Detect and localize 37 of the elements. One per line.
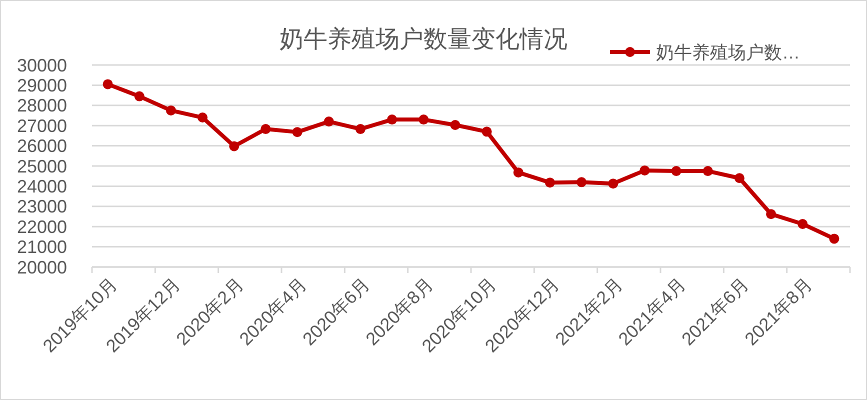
point: [292, 127, 302, 138]
y-tick-label: 29000: [16, 76, 67, 96]
point: [450, 120, 460, 130]
y-tick-label: 28000: [16, 96, 67, 116]
y-tick-label: 22000: [16, 216, 67, 237]
y-tick-label: 27000: [16, 116, 67, 136]
point: [544, 178, 555, 188]
point: [513, 167, 524, 178]
y-tick-label: 23000: [16, 196, 67, 217]
point: [798, 218, 808, 229]
y-tick-label: 30000: [16, 55, 67, 76]
point: [734, 173, 744, 184]
point: [671, 166, 682, 176]
y-tick-label: 24000: [16, 176, 67, 196]
legend-label: 奶牛养殖场户数…: [656, 42, 800, 62]
point: [229, 141, 240, 152]
point: [766, 209, 776, 220]
point: [355, 124, 366, 134]
point: [134, 91, 144, 102]
point: [198, 112, 208, 123]
y-tick-label: 21000: [16, 237, 67, 258]
point: [418, 114, 429, 125]
point: [608, 178, 618, 189]
point: [324, 116, 334, 127]
point: [702, 166, 713, 176]
point: [260, 124, 271, 134]
y-tick-label: 25000: [16, 156, 67, 176]
point: [387, 114, 398, 125]
point: [829, 234, 840, 244]
point: [576, 177, 587, 188]
y-tick-label: 20000: [16, 257, 67, 278]
point: [482, 126, 492, 137]
y-tick-label: 26000: [16, 136, 67, 156]
point: [102, 79, 113, 90]
chart-title: 奶牛养殖场户数量变化情况: [280, 26, 568, 53]
point: [640, 165, 650, 176]
point: [166, 105, 176, 116]
